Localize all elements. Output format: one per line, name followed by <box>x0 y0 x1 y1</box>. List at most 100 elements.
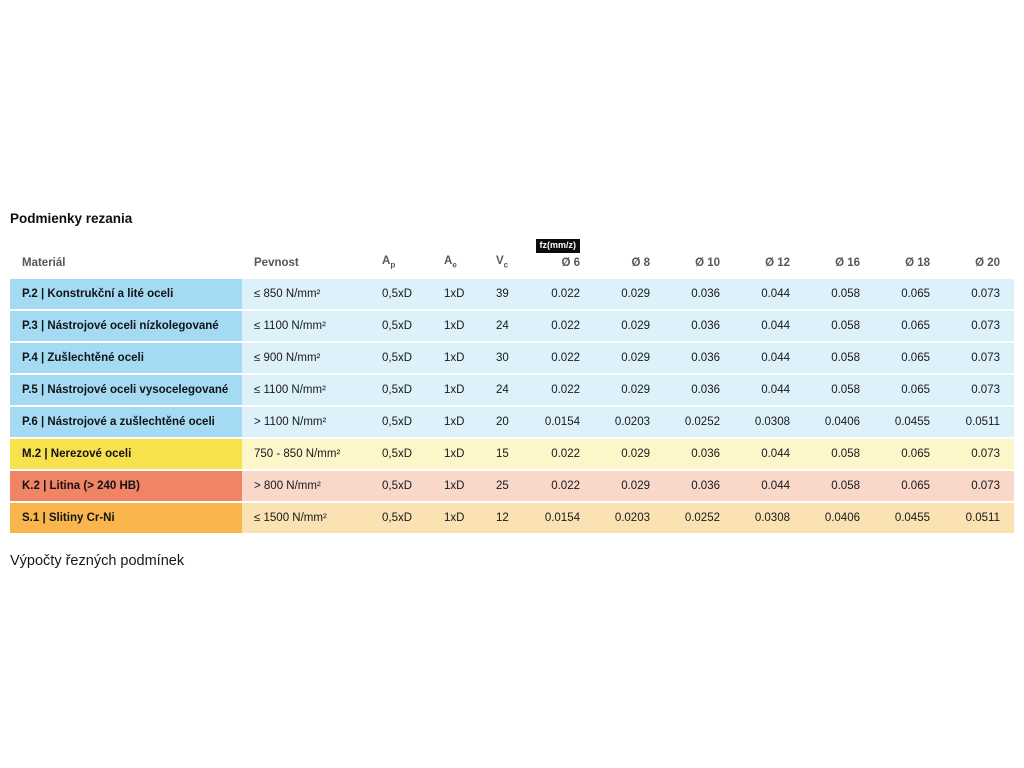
table-row: P.5 | Nástrojové oceli vysocelegované ≤ 1… <box>10 375 1014 405</box>
header-ap: Ap <box>382 254 396 269</box>
ae-cell: 1xD <box>432 407 484 437</box>
fz-value-cell: 0.044 <box>734 343 804 373</box>
fz-value-cell: 0.022 <box>534 279 594 309</box>
vc-cell: 25 <box>484 471 534 501</box>
header-diameter-10: Ø 10 <box>695 257 720 269</box>
table-row: P.4 | Zušlechtěné oceli ≤ 900 N/mm² 0,5xD 1… <box>10 343 1014 373</box>
fz-value-cell: 0.073 <box>944 375 1014 405</box>
footer-link[interactable]: Výpočty řezných podmínek <box>10 553 185 569</box>
fz-value-cell: 0.022 <box>534 311 594 341</box>
cutting-conditions-table: Materiál Pevnost Ap Ae Vc fz(mm/z) Ø 6 Ø… <box>10 237 1014 535</box>
ap-cell: 0,5xD <box>370 375 432 405</box>
header-diameter-12: Ø 12 <box>765 257 790 269</box>
header-diameter-8: Ø 8 <box>631 257 650 269</box>
ap-cell: 0,5xD <box>370 279 432 309</box>
fz-value-cell: 0.058 <box>804 343 874 373</box>
material-cell: K.2 | Litina (> 240 HB) <box>10 471 242 501</box>
fz-value-cell: 0.044 <box>734 439 804 469</box>
fz-value-cell: 0.0511 <box>944 503 1014 533</box>
header-diameter-20: Ø 20 <box>975 257 1000 269</box>
fz-value-cell: 0.065 <box>874 471 944 501</box>
fz-value-cell: 0.036 <box>664 343 734 373</box>
fz-value-cell: 0.058 <box>804 439 874 469</box>
fz-value-cell: 0.0308 <box>734 407 804 437</box>
material-cell: P.4 | Zušlechtěné oceli <box>10 343 242 373</box>
fz-value-cell: 0.0406 <box>804 407 874 437</box>
fz-value-cell: 0.044 <box>734 311 804 341</box>
fz-value-cell: 0.022 <box>534 343 594 373</box>
fz-value-cell: 0.058 <box>804 471 874 501</box>
ap-cell: 0,5xD <box>370 439 432 469</box>
fz-value-cell: 0.073 <box>944 279 1014 309</box>
fz-value-cell: 0.058 <box>804 311 874 341</box>
ae-cell: 1xD <box>432 439 484 469</box>
ae-cell: 1xD <box>432 375 484 405</box>
fz-value-cell: 0.073 <box>944 311 1014 341</box>
fz-value-cell: 0.065 <box>874 375 944 405</box>
fz-value-cell: 0.065 <box>874 311 944 341</box>
fz-value-cell: 0.0154 <box>534 503 594 533</box>
fz-value-cell: 0.029 <box>594 471 664 501</box>
fz-value-cell: 0.036 <box>664 439 734 469</box>
ae-cell: 1xD <box>432 311 484 341</box>
pevnost-cell: ≤ 900 N/mm² <box>242 343 370 373</box>
fz-value-cell: 0.044 <box>734 279 804 309</box>
material-cell: S.1 | Slitiny Cr-Ni <box>10 503 242 533</box>
ae-cell: 1xD <box>432 279 484 309</box>
ae-cell: 1xD <box>432 503 484 533</box>
fz-value-cell: 0.065 <box>874 343 944 373</box>
material-cell: P.6 | Nástrojové a zušlechtěné oceli <box>10 407 242 437</box>
fz-value-cell: 0.0154 <box>534 407 594 437</box>
vc-cell: 39 <box>484 279 534 309</box>
fz-value-cell: 0.022 <box>534 375 594 405</box>
vc-cell: 24 <box>484 311 534 341</box>
ap-cell: 0,5xD <box>370 311 432 341</box>
fz-value-cell: 0.073 <box>944 343 1014 373</box>
vc-cell: 12 <box>484 503 534 533</box>
fz-value-cell: 0.058 <box>804 279 874 309</box>
header-ae: Ae <box>444 254 457 269</box>
table-row: K.2 | Litina (> 240 HB) > 800 N/mm² 0,5xD 1… <box>10 471 1014 501</box>
material-cell: P.5 | Nástrojové oceli vysocelegované <box>10 375 242 405</box>
fz-value-cell: 0.029 <box>594 311 664 341</box>
fz-unit-badge: fz(mm/z) <box>535 239 580 253</box>
fz-value-cell: 0.073 <box>944 471 1014 501</box>
header-pevnost: Pevnost <box>254 257 299 269</box>
pevnost-cell: ≤ 1100 N/mm² <box>242 375 370 405</box>
fz-value-cell: 0.0252 <box>664 407 734 437</box>
table-header-row: Materiál Pevnost Ap Ae Vc fz(mm/z) Ø 6 Ø… <box>10 239 1014 277</box>
fz-value-cell: 0.036 <box>664 375 734 405</box>
fz-value-cell: 0.073 <box>944 439 1014 469</box>
fz-value-cell: 0.0511 <box>944 407 1014 437</box>
header-vc: Vc <box>496 254 509 269</box>
fz-value-cell: 0.0455 <box>874 503 944 533</box>
fz-value-cell: 0.065 <box>874 439 944 469</box>
table-body: P.2 | Konstrukční a lité oceli ≤ 850 N/mm… <box>10 279 1014 533</box>
fz-value-cell: 0.0308 <box>734 503 804 533</box>
table-row: P.2 | Konstrukční a lité oceli ≤ 850 N/mm… <box>10 279 1014 309</box>
fz-value-cell: 0.036 <box>664 279 734 309</box>
fz-value-cell: 0.044 <box>734 471 804 501</box>
fz-value-cell: 0.029 <box>594 343 664 373</box>
table-row: S.1 | Slitiny Cr-Ni ≤ 1500 N/mm² 0,5xD 1xD 1… <box>10 503 1014 533</box>
ap-cell: 0,5xD <box>370 471 432 501</box>
material-cell: M.2 | Nerezové oceli <box>10 439 242 469</box>
cutting-conditions-section: Podmienky rezania Materiál Pevnost <box>10 211 1014 569</box>
pevnost-cell: ≤ 1100 N/mm² <box>242 311 370 341</box>
pevnost-cell: > 800 N/mm² <box>242 471 370 501</box>
fz-value-cell: 0.036 <box>664 471 734 501</box>
fz-value-cell: 0.029 <box>594 439 664 469</box>
header-material: Materiál <box>22 257 66 269</box>
material-cell: P.2 | Konstrukční a lité oceli <box>10 279 242 309</box>
fz-value-cell: 0.065 <box>874 279 944 309</box>
material-cell: P.3 | Nástrojové oceli nízkolegované <box>10 311 242 341</box>
ap-cell: 0,5xD <box>370 407 432 437</box>
table-row: P.6 | Nástrojové a zušlechtěné oceli > 11… <box>10 407 1014 437</box>
ap-cell: 0,5xD <box>370 503 432 533</box>
fz-value-cell: 0.0203 <box>594 407 664 437</box>
fz-value-cell: 0.029 <box>594 375 664 405</box>
pevnost-cell: > 1100 N/mm² <box>242 407 370 437</box>
section-title: Podmienky rezania <box>10 211 133 226</box>
vc-cell: 24 <box>484 375 534 405</box>
fz-value-cell: 0.022 <box>534 471 594 501</box>
